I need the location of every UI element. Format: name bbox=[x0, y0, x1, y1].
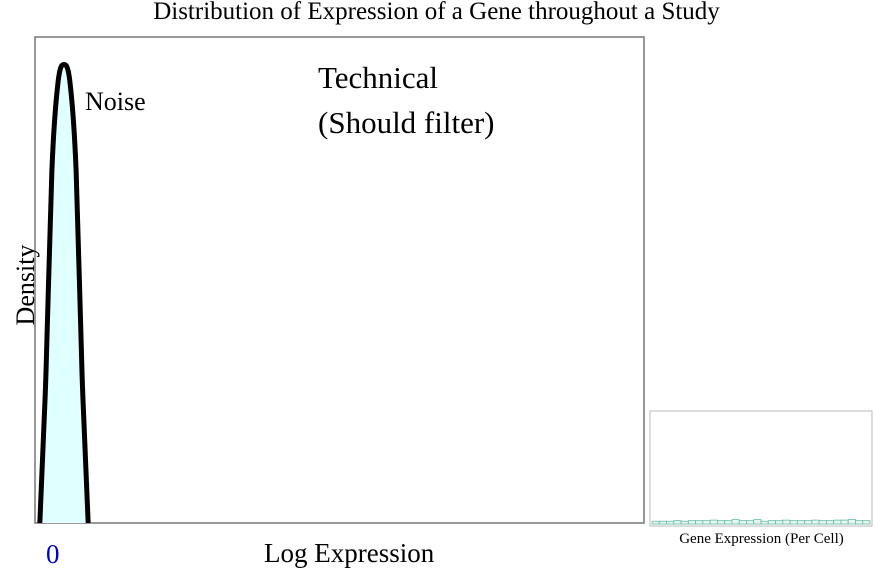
inset-bar-25 bbox=[833, 519, 842, 525]
inset-bar-4 bbox=[680, 520, 689, 525]
inset-histogram-group bbox=[651, 519, 871, 525]
inset-bar-24 bbox=[826, 520, 835, 525]
inset-bar-23 bbox=[818, 520, 827, 525]
inset-bar-18 bbox=[782, 519, 791, 525]
inset-bar-15 bbox=[760, 520, 769, 525]
inset-bar-29 bbox=[862, 520, 871, 525]
density-curve-group bbox=[37, 62, 91, 524]
inset-bar-27 bbox=[847, 519, 856, 525]
inset-bar-20 bbox=[796, 520, 805, 525]
inset-bar-12 bbox=[738, 520, 747, 525]
x-axis-label: Log Expression bbox=[264, 538, 435, 568]
inset-bar-21 bbox=[804, 520, 813, 525]
inset-bar-16 bbox=[767, 520, 776, 525]
density-line-0 bbox=[37, 62, 91, 524]
annotation-technical: Technical (Should filter) bbox=[318, 56, 495, 146]
inset-bar-14 bbox=[753, 519, 762, 525]
inset-bar-1 bbox=[658, 520, 667, 525]
plot-area-frame bbox=[34, 36, 645, 524]
inset-bar-3 bbox=[673, 520, 682, 525]
chart-title: Distribution of Expression of a Gene thr… bbox=[153, 0, 720, 25]
inset-bar-2 bbox=[666, 520, 675, 525]
inset-bar-8 bbox=[709, 519, 718, 525]
inset-bar-10 bbox=[724, 520, 733, 525]
annotation-technical-line-1: Technical bbox=[318, 60, 439, 95]
inset-bar-7 bbox=[702, 520, 711, 525]
inset-bar-17 bbox=[775, 520, 784, 525]
inset-bar-0 bbox=[651, 520, 660, 525]
inset-frame bbox=[649, 410, 873, 527]
inset-bar-26 bbox=[840, 519, 849, 525]
x-tick-label-0: 0 bbox=[46, 539, 60, 569]
inset-bar-22 bbox=[811, 519, 820, 525]
annotation-noise: Noise bbox=[85, 87, 146, 116]
inset-bar-11 bbox=[731, 519, 740, 525]
inset-bar-9 bbox=[717, 520, 726, 525]
inset-bar-28 bbox=[855, 520, 864, 525]
inset-bar-6 bbox=[695, 520, 704, 525]
inset-bar-5 bbox=[687, 520, 696, 525]
y-axis-label: Density bbox=[11, 244, 40, 326]
annotation-technical-line-2: (Should filter) bbox=[318, 104, 495, 140]
inset-x-axis-label: Gene Expression (Per Cell) bbox=[679, 531, 844, 547]
inset-bar-19 bbox=[789, 520, 798, 525]
inset-bar-13 bbox=[746, 520, 755, 525]
